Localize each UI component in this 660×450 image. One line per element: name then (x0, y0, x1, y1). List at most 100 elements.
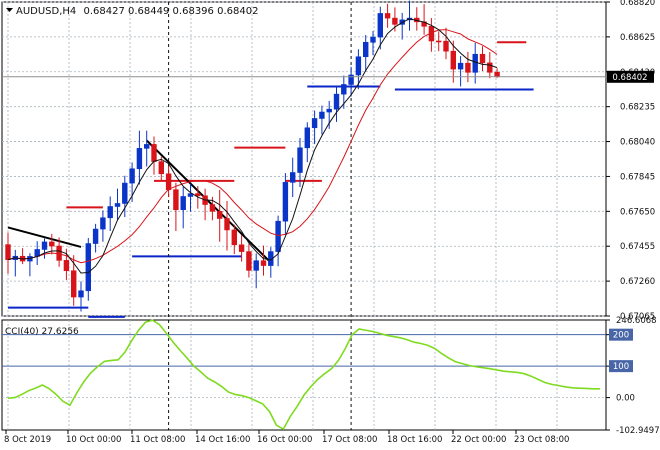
bull-candle (319, 111, 325, 119)
bear-candle (494, 72, 500, 78)
cci-grid (2, 320, 606, 430)
time-tick-label: 10 Oct 00:00 (66, 435, 121, 445)
bull-candle (144, 144, 150, 149)
cci-level-tag (609, 328, 633, 341)
price-tick-label: 0.67845 (620, 172, 655, 182)
bear-candle (5, 244, 11, 260)
bear-candle (151, 144, 157, 162)
cci-axis: 246.6068 200 100 0.00 -102.9497 (606, 316, 660, 436)
price-tick-label: 0.68040 (620, 138, 655, 148)
bull-candle (472, 53, 478, 73)
bear-candle (63, 260, 70, 272)
bear-candle (435, 40, 442, 43)
cci-level-tag-label: 100 (613, 362, 629, 372)
moving-averages (7, 18, 498, 274)
bull-candle (304, 127, 310, 149)
bull-candle (333, 93, 340, 110)
bear-candle (217, 211, 223, 219)
bull-candle (41, 241, 48, 250)
slow-moving-average (7, 29, 498, 264)
price-header: AUDUSD,H4 0.68427 0.68449 0.68396 0.6840… (6, 6, 258, 17)
bull-candle (78, 290, 84, 298)
bull-candle (282, 182, 289, 222)
bear-candle (158, 161, 164, 175)
price-tick-label: 0.68625 (620, 33, 655, 43)
candles-layer (5, 0, 500, 312)
bear-candle (465, 62, 471, 73)
bull-candle (362, 41, 369, 58)
bear-candle (392, 17, 398, 25)
time-axis: 8 Oct 2019 10 Oct 00:00 11 Oct 08:00 14 Oct… (4, 430, 569, 445)
bear-candle (443, 40, 449, 52)
cci-tick-label: -102.9497 (616, 426, 660, 436)
bull-candle (92, 228, 99, 244)
bear-candle (487, 62, 493, 73)
bear-candle (195, 193, 201, 197)
time-tick-label: 11 Oct 08:00 (130, 435, 185, 445)
bull-candle (341, 84, 347, 95)
bull-candle (187, 193, 194, 197)
bull-candle (457, 62, 464, 70)
bull-candle (348, 74, 354, 85)
bear-candle (71, 270, 77, 298)
price-tick-label: 0.67065 (620, 312, 655, 322)
price-tick-label: 0.67650 (620, 207, 655, 217)
time-tick-label: 23 Oct 08:00 (514, 435, 569, 445)
bull-candle (377, 13, 383, 38)
bear-candle (260, 260, 267, 266)
bull-candle (326, 108, 332, 113)
time-tick-label: 16 Oct 00:00 (257, 435, 312, 445)
price-tick-label: 0.68235 (620, 103, 655, 113)
bear-candle (209, 204, 216, 212)
caret-down-icon[interactable] (6, 8, 13, 12)
cci-tick-label: 0.00 (616, 394, 635, 404)
cci-line (7, 319, 600, 431)
current-price-box: 0.68402 (607, 70, 654, 83)
time-tick-label: 8 Oct 2019 (4, 435, 51, 445)
cci-tick-label: 246.6068 (616, 316, 657, 326)
main-price-panel (1, 0, 607, 430)
current-price-label: 0.68402 (612, 73, 647, 83)
bull-candle (275, 220, 281, 252)
price-tick-label: 0.68820 (620, 0, 655, 8)
bull-candle (370, 36, 376, 43)
bull-candle (253, 260, 259, 271)
cci-panel: CCI(40) 27.6256 (1, 319, 607, 431)
time-tick-label: 17 Oct 08:00 (322, 435, 377, 445)
trendline[interactable] (7, 226, 82, 248)
bull-candle (180, 196, 186, 211)
bull-candle (85, 243, 92, 292)
bear-candle (231, 229, 237, 246)
current-price-label-box (607, 70, 654, 83)
bull-candle (289, 172, 296, 183)
fast-moving-average (7, 18, 498, 274)
bull-candle (100, 217, 106, 230)
bear-candle (450, 50, 456, 70)
time-tick-label: 18 Oct 16:00 (387, 435, 442, 445)
bull-candle (114, 203, 121, 207)
bull-candle (107, 206, 113, 219)
cci-title: CCI(40) 27.6256 (5, 327, 79, 337)
cci-level-tag (609, 360, 633, 373)
cci-level-tag-label: 200 (613, 331, 629, 341)
bear-candle (49, 241, 55, 247)
trendline[interactable] (145, 139, 272, 264)
bull-candle (297, 147, 303, 173)
cci-panel-frame (1, 319, 607, 431)
time-tick-label: 14 Oct 16:00 (195, 435, 250, 445)
bull-candle (129, 168, 135, 184)
bear-candle (165, 173, 172, 190)
bear-candle (224, 218, 230, 231)
bear-candle (479, 53, 486, 64)
bear-candle (173, 189, 179, 211)
time-tick-label: 22 Oct 00:00 (451, 435, 506, 445)
bull-candle (311, 118, 318, 129)
price-tick-label: 0.67260 (620, 277, 655, 287)
price-tick-label: 0.67455 (620, 242, 655, 252)
symbol-header: AUDUSD,H4 0.68427 0.68449 0.68396 0.6840… (16, 6, 258, 17)
bull-candle (122, 182, 128, 204)
bull-candle (136, 148, 143, 170)
bear-candle (246, 251, 252, 271)
